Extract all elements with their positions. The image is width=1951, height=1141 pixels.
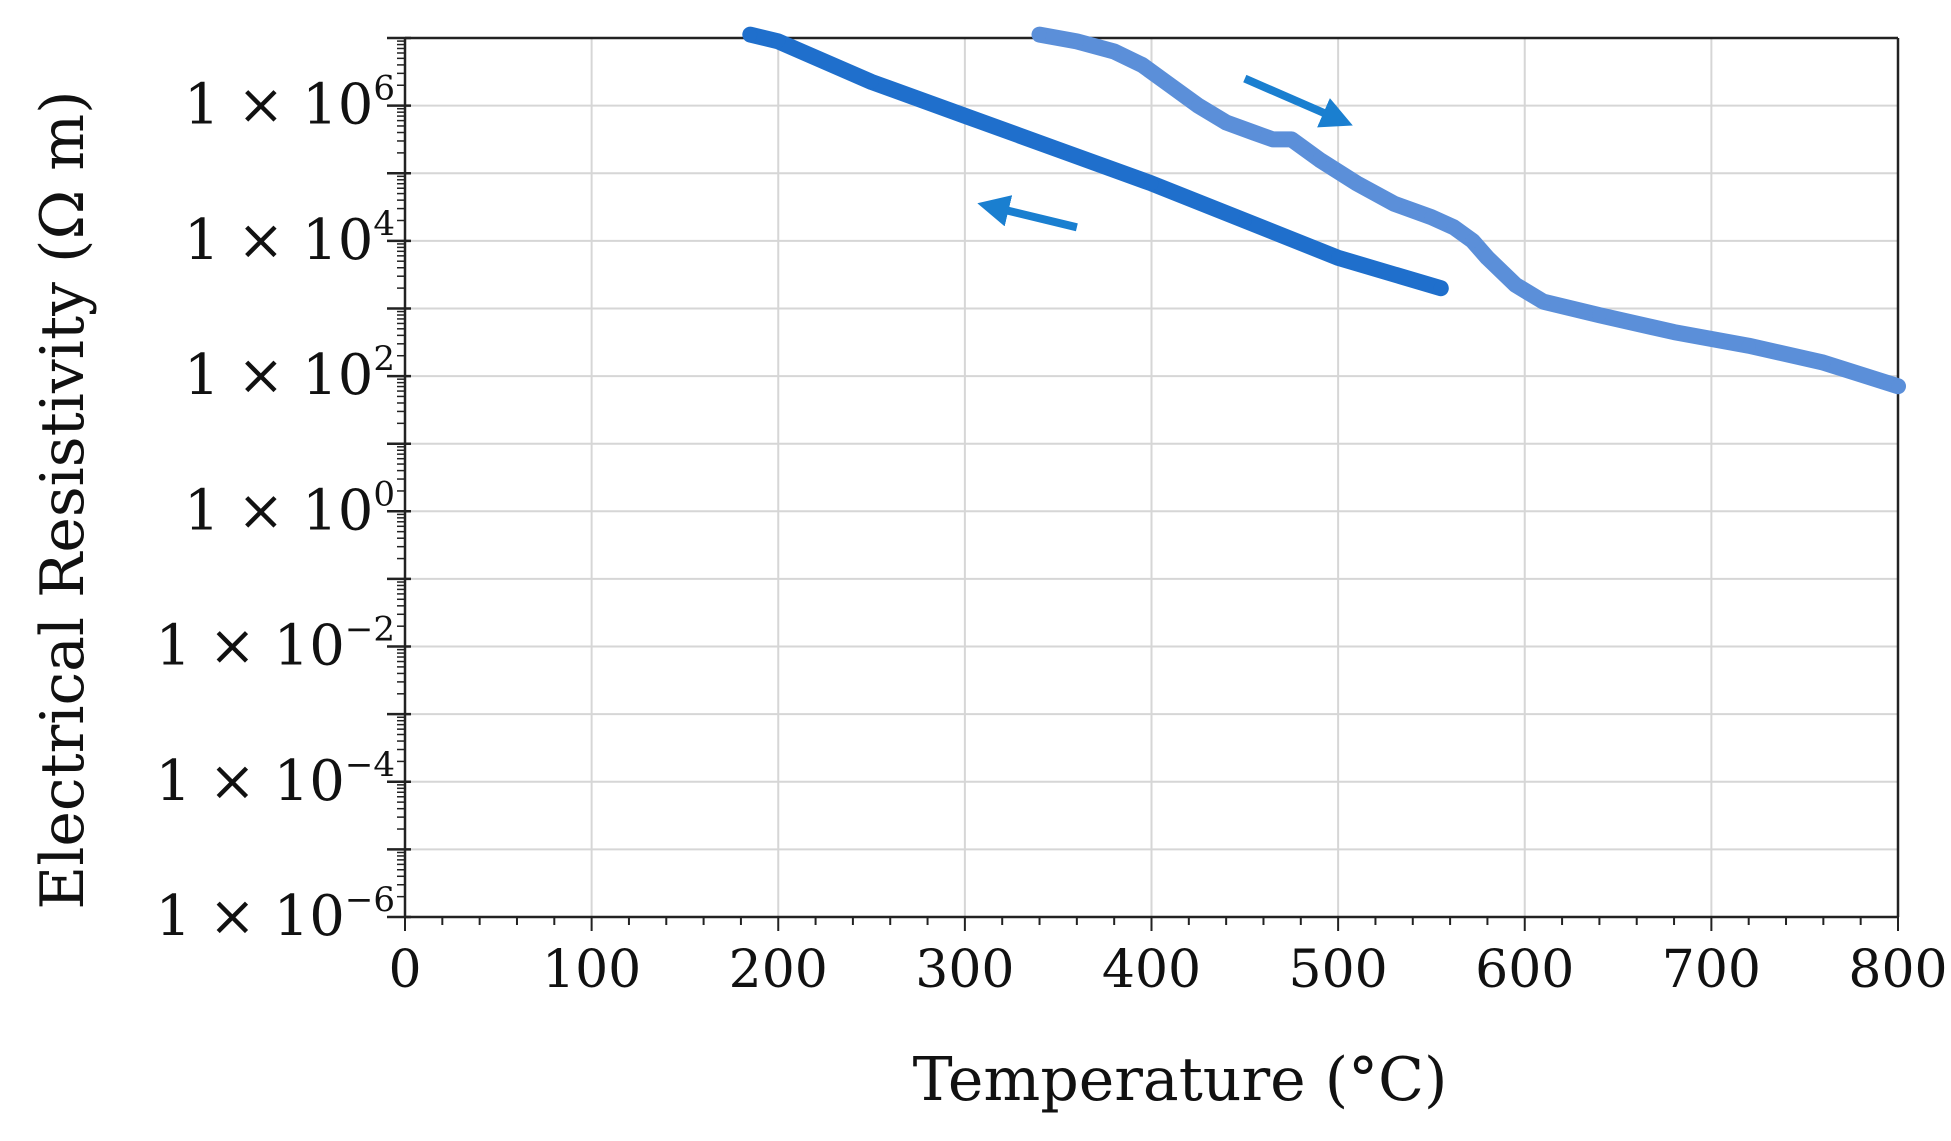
x-tick-label: 200 [729, 940, 828, 1000]
data-point-cooling [1051, 142, 1066, 157]
direction-arrow-heating [1243, 74, 1353, 128]
data-point-heating [1265, 132, 1280, 147]
data-point-heating [1219, 115, 1234, 130]
y-tick-label-exponent: −4 [345, 745, 395, 785]
y-tick-label: 1 × 102 [184, 339, 395, 408]
data-point-heating [1284, 132, 1299, 147]
data-point-heating [1247, 125, 1262, 140]
x-tick-label: 700 [1662, 940, 1761, 1000]
y-tick-label: 1 × 10−6 [155, 880, 395, 949]
data-point-heating [1592, 308, 1607, 323]
data-point-cooling [743, 27, 758, 42]
y-tick-label: 1 × 100 [184, 474, 395, 543]
data-point-cooling [771, 34, 786, 49]
x-tick-label: 300 [915, 940, 1014, 1000]
data-point-heating [1163, 78, 1178, 93]
data-point-cooling [957, 108, 972, 123]
data-point-heating [1446, 220, 1461, 235]
x-tick-label: 500 [1288, 940, 1387, 1000]
data-point-heating [1536, 294, 1551, 309]
y-tick-label-base: 1 × 10 [184, 208, 373, 273]
data-point-cooling [1331, 250, 1346, 265]
y-tick-label-base: 1 × 10 [155, 884, 344, 949]
data-point-heating [1107, 44, 1122, 59]
x-tick-label: 400 [1102, 940, 1201, 1000]
data-point-heating [1387, 196, 1402, 211]
y-axis-title: Electrical Resistivity (Ω m) [28, 90, 98, 909]
data-point-cooling [1237, 213, 1252, 228]
data-point-heating [1465, 233, 1480, 248]
data-point-heating [1069, 34, 1084, 49]
y-tick-label-exponent: 4 [373, 204, 395, 244]
data-point-heating [1135, 58, 1150, 73]
data-point-heating [1891, 379, 1905, 394]
data-point-heating [1424, 210, 1439, 225]
data-point-heating [1667, 325, 1682, 340]
y-tick-label: 1 × 10−4 [155, 745, 395, 814]
y-tick-label-base: 1 × 10 [155, 614, 344, 679]
y-tick-label-exponent: −2 [345, 610, 395, 650]
y-tick-label-exponent: 6 [373, 69, 395, 109]
y-tick-label-exponent: 0 [373, 474, 395, 514]
y-tick-label-base: 1 × 10 [155, 749, 344, 814]
data-point-heating [1191, 98, 1206, 113]
x-tick-label: 800 [1848, 940, 1947, 1000]
y-tick-label-base: 1 × 10 [184, 478, 373, 543]
data-point-cooling [1144, 176, 1159, 191]
data-point-heating [1508, 277, 1523, 292]
direction-arrow-cooling [977, 195, 1078, 232]
y-tick-label: 1 × 10−2 [155, 610, 395, 679]
x-tick-label: 600 [1475, 940, 1574, 1000]
x-tick-label: 100 [542, 940, 641, 1000]
grid [405, 38, 1898, 917]
x-tick-label: 0 [388, 940, 421, 1000]
data-point-heating [1312, 152, 1327, 167]
data-point-heating [1480, 250, 1495, 265]
axes [387, 36, 1900, 931]
y-tick-label-base: 1 × 10 [184, 343, 373, 408]
data-point-cooling [864, 74, 879, 89]
data-point-heating [1741, 338, 1756, 353]
y-tick-label-base: 1 × 10 [184, 73, 373, 138]
direction-arrows [977, 74, 1353, 232]
data-point-heating [1349, 176, 1364, 191]
data-point-heating [1816, 355, 1831, 370]
y-tick-label: 1 × 106 [184, 69, 395, 138]
y-tick-label-exponent: −6 [345, 880, 395, 920]
y-tick-label-exponent: 2 [373, 339, 395, 379]
x-axis-title: Temperature (°C) [913, 1045, 1448, 1115]
series-layer [742, 26, 1906, 395]
data-point-heating [1032, 27, 1047, 42]
data-point-cooling [1433, 281, 1448, 296]
y-tick-label: 1 × 104 [184, 204, 395, 273]
